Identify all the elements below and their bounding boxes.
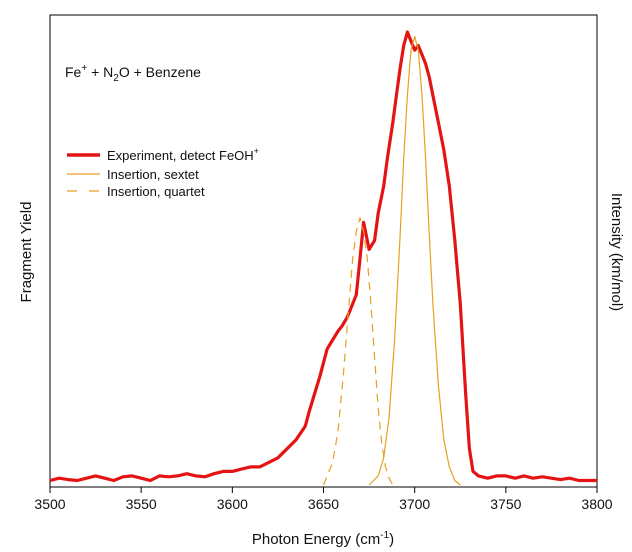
- experiment-line: [49, 30, 597, 483]
- y-axis-title-right: Intensity (km/mol): [608, 193, 625, 311]
- x-tick-label: 3600: [217, 496, 248, 512]
- x-tick-label: 3700: [399, 496, 430, 512]
- x-axis-ticks: 3500 3550 3600 3650 3700 3750 3800: [34, 487, 613, 512]
- x-tick-label: 3550: [126, 496, 157, 512]
- series-layer: [49, 30, 597, 486]
- x-tick-label: 3500: [34, 496, 65, 512]
- x-tick-label: 3650: [308, 496, 339, 512]
- x-tick-label: 3750: [490, 496, 521, 512]
- legend-label-sextet: Insertion, sextet: [107, 167, 199, 182]
- x-axis-title: Photon Energy (cm-1): [252, 530, 394, 548]
- legend-label-quartet: Insertion, quartet: [107, 184, 205, 199]
- sextet-line: [368, 35, 461, 486]
- quartet-line: [322, 217, 394, 486]
- reaction-annotation: Fe+ + N2O + Benzene: [65, 63, 201, 84]
- legend-label-experiment: Experiment, detect FeOH+: [107, 146, 259, 163]
- y-axis-title-left: Fragment Yield: [18, 202, 35, 303]
- legend: Experiment, detect FeOH+ Insertion, sext…: [67, 146, 259, 199]
- plot-frame: [49, 14, 598, 488]
- x-tick-label: 3800: [581, 496, 612, 512]
